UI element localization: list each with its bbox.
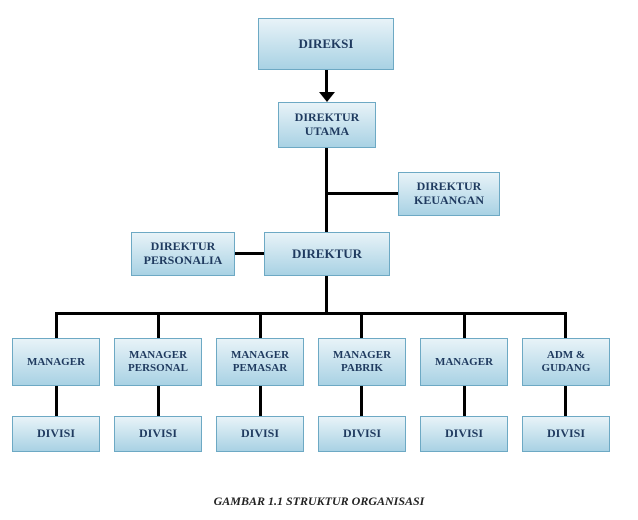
org-node-direktur: DIREKTUR — [264, 232, 390, 276]
org-connector — [463, 312, 466, 338]
org-connector — [55, 312, 567, 315]
org-connector — [157, 312, 160, 338]
org-connector — [259, 312, 262, 338]
org-connector — [235, 252, 264, 255]
org-connector — [564, 386, 567, 416]
org-node-div1: DIVISI — [12, 416, 100, 452]
org-node-mgr5: MANAGER — [420, 338, 508, 386]
org-node-mgr4: MANAGER PABRIK — [318, 338, 406, 386]
arrowhead-down-icon — [319, 92, 335, 102]
figure-caption: GAMBAR 1.1 STRUKTUR ORGANISASI — [0, 494, 638, 509]
org-node-mgr2: MANAGER PERSONAL — [114, 338, 202, 386]
org-node-mgr1: MANAGER — [12, 338, 100, 386]
org-node-dir_keuangan: DIREKTUR KEUANGAN — [398, 172, 500, 216]
org-connector — [55, 386, 58, 416]
org-node-div3: DIVISI — [216, 416, 304, 452]
org-chart-canvas: DIREKSIDIREKTUR UTAMADIREKTUR KEUANGANDI… — [0, 0, 638, 520]
org-node-div2: DIVISI — [114, 416, 202, 452]
org-connector — [325, 276, 328, 312]
org-connector — [360, 312, 363, 338]
org-connector — [564, 312, 567, 338]
org-connector — [327, 192, 398, 195]
org-node-div6: DIVISI — [522, 416, 610, 452]
org-node-mgr3: MANAGER PEMASAR — [216, 338, 304, 386]
org-connector — [259, 386, 262, 416]
org-connector — [463, 386, 466, 416]
org-node-dir_utama: DIREKTUR UTAMA — [278, 102, 376, 148]
org-connector — [55, 312, 58, 338]
org-connector — [325, 148, 328, 232]
org-node-div5: DIVISI — [420, 416, 508, 452]
org-connector — [325, 70, 328, 92]
org-node-mgr6: ADM & GUDANG — [522, 338, 610, 386]
org-connector — [360, 386, 363, 416]
org-node-dir_personalia: DIREKTUR PERSONALIA — [131, 232, 235, 276]
org-node-direksi: DIREKSI — [258, 18, 394, 70]
org-connector — [157, 386, 160, 416]
org-node-div4: DIVISI — [318, 416, 406, 452]
